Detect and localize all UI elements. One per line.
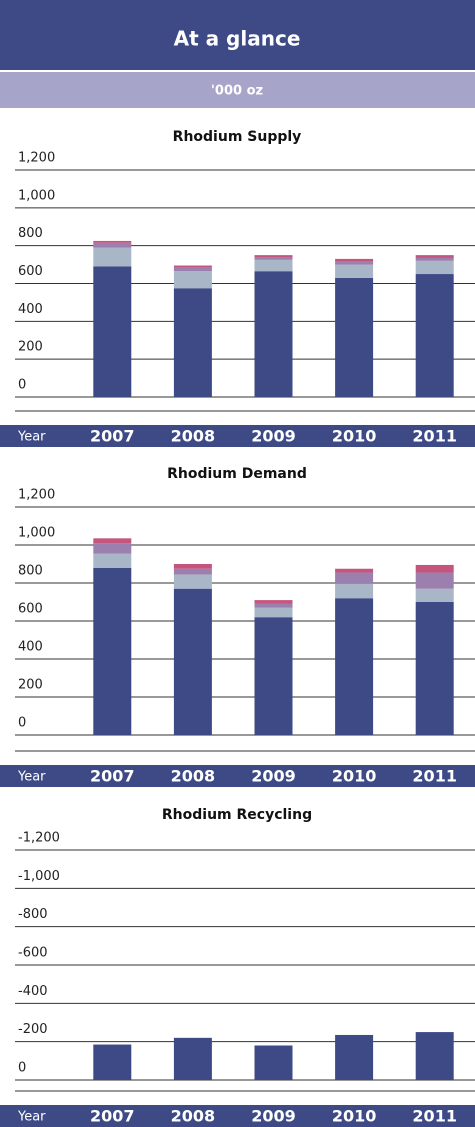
- y-tick-label: -1,000: [18, 869, 60, 884]
- bar: [335, 261, 374, 265]
- x-tick-label: 2010: [332, 767, 377, 786]
- bar: [93, 538, 132, 544]
- bar: [415, 588, 454, 602]
- x-tick-label: 2008: [171, 1107, 216, 1126]
- x-axis-label: Year: [17, 1110, 46, 1125]
- x-tick-label: 2009: [251, 427, 296, 446]
- header-subtitle: '000 oz: [211, 84, 263, 99]
- x-tick-label: 2011: [412, 427, 457, 446]
- y-tick-label: 1,000: [18, 526, 55, 541]
- bar: [335, 583, 374, 599]
- y-tick-label: 400: [18, 302, 43, 317]
- x-tick-label: 2010: [332, 427, 377, 446]
- x-tick-label: 2011: [412, 1107, 457, 1126]
- year-band: [0, 765, 475, 787]
- bar: [254, 255, 293, 258]
- year-band: [0, 425, 475, 447]
- y-tick-label: 600: [18, 264, 43, 279]
- chart-title: Rhodium Supply: [173, 129, 302, 145]
- x-tick-label: 2007: [90, 427, 135, 446]
- bar: [254, 617, 293, 735]
- bar: [415, 1032, 454, 1080]
- x-tick-label: 2008: [171, 427, 216, 446]
- subheader-bar: [0, 72, 475, 108]
- y-tick-label: -400: [18, 984, 48, 999]
- header-bar: [0, 0, 475, 70]
- y-tick-label: 800: [18, 226, 43, 241]
- bar: [254, 271, 293, 397]
- y-tick-label: 200: [18, 678, 43, 693]
- y-tick-label: 800: [18, 564, 43, 579]
- y-tick-label: 1,000: [18, 188, 55, 203]
- bar: [173, 271, 212, 289]
- bar: [173, 1037, 212, 1080]
- y-tick-label: 1,200: [18, 151, 55, 166]
- bar: [335, 264, 374, 278]
- bar: [93, 567, 132, 735]
- bar: [173, 288, 212, 397]
- chart-title: Rhodium Recycling: [162, 807, 312, 823]
- bar: [93, 543, 132, 554]
- bar: [415, 572, 454, 589]
- bar: [93, 553, 132, 568]
- x-tick-label: 2007: [90, 767, 135, 786]
- bar: [173, 267, 212, 272]
- bar: [335, 572, 374, 584]
- bar: [415, 602, 454, 735]
- x-tick-label: 2011: [412, 767, 457, 786]
- bar: [254, 1045, 293, 1080]
- bar: [173, 588, 212, 735]
- y-tick-label: 0: [18, 1061, 26, 1076]
- x-tick-label: 2008: [171, 767, 216, 786]
- y-tick-label: 1,200: [18, 488, 55, 503]
- bar: [415, 257, 454, 261]
- year-band: [0, 1105, 475, 1127]
- y-tick-label: -200: [18, 1022, 48, 1037]
- bar: [335, 598, 374, 735]
- bar: [93, 266, 132, 397]
- x-axis-label: Year: [17, 770, 46, 785]
- x-tick-label: 2009: [251, 767, 296, 786]
- y-tick-label: 200: [18, 340, 43, 355]
- x-tick-label: 2007: [90, 1107, 135, 1126]
- chart-title: Rhodium Demand: [167, 466, 307, 482]
- bar: [335, 258, 374, 262]
- x-axis-label: Year: [17, 430, 46, 445]
- bar: [93, 242, 132, 248]
- bar: [93, 247, 132, 267]
- bar: [254, 257, 293, 260]
- bar: [173, 265, 212, 268]
- bar: [254, 607, 293, 618]
- bar: [173, 568, 212, 575]
- bar: [93, 240, 132, 243]
- bar: [254, 603, 293, 608]
- bar: [415, 260, 454, 275]
- x-tick-label: 2010: [332, 1107, 377, 1126]
- y-tick-label: 0: [18, 378, 26, 393]
- bar: [254, 600, 293, 604]
- bar: [173, 574, 212, 589]
- y-tick-label: -600: [18, 946, 48, 961]
- bar: [415, 255, 454, 258]
- y-tick-label: 0: [18, 716, 26, 731]
- bar: [173, 564, 212, 569]
- y-tick-label: -1,200: [18, 831, 60, 846]
- bar: [415, 564, 454, 573]
- bar: [335, 568, 374, 573]
- bar: [335, 277, 374, 397]
- y-tick-label: 600: [18, 602, 43, 617]
- bar: [254, 259, 293, 272]
- header-title: At a glance: [174, 27, 301, 51]
- bar: [335, 1034, 374, 1080]
- y-tick-label: 400: [18, 640, 43, 655]
- y-tick-label: -800: [18, 907, 48, 922]
- x-tick-label: 2009: [251, 1107, 296, 1126]
- bar: [415, 274, 454, 397]
- bar: [93, 1044, 132, 1080]
